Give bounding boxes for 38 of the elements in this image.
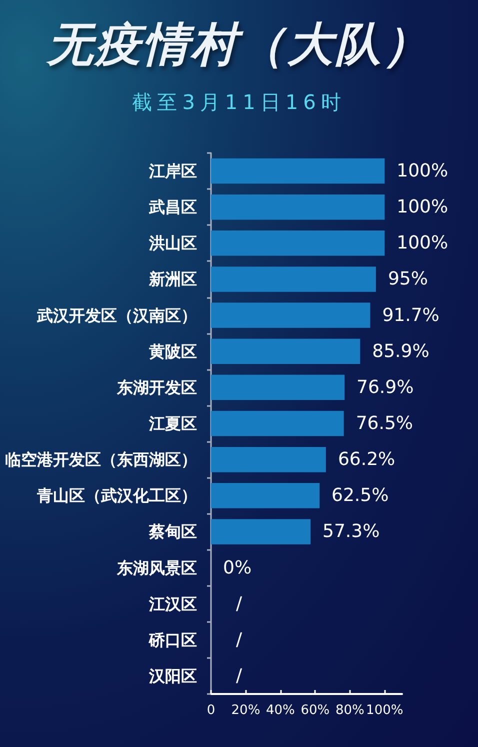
data-label: 100%: [396, 196, 448, 218]
data-label: 66.2%: [338, 449, 396, 470]
x-tick-label: 60%: [300, 703, 330, 718]
data-label: 57.3%: [322, 521, 380, 542]
text: /: [236, 665, 242, 686]
data-label: 100%: [396, 160, 448, 182]
y-tick-label: 江岸区: [148, 162, 197, 181]
y-tick-label: 新洲区: [148, 270, 197, 289]
y-tick-label: 武汉开发区（汉南区）: [36, 306, 197, 325]
chart-subtitle: 截至3月11日16时: [131, 89, 347, 116]
text: /: [236, 593, 242, 614]
y-tick-label: 武昌区: [148, 198, 197, 217]
data-label: 95%: [388, 268, 428, 290]
x-tick-label: 80%: [335, 703, 364, 718]
x-tick-label: 40%: [266, 703, 295, 718]
y-tick-label: 江夏区: [148, 414, 197, 433]
y-tick-label: 青山区（武汉化工区）: [36, 486, 197, 506]
y-tick-label: 硚口区: [148, 630, 197, 650]
data-label: 76.5%: [356, 413, 414, 434]
data-label: 100%: [396, 232, 448, 254]
y-tick-label: 汉阳区: [148, 666, 197, 686]
x-tick-label: 100%: [366, 703, 404, 718]
y-tick-label: 东湖开发区: [116, 378, 197, 397]
y-tick-label: 洪山区: [148, 234, 197, 253]
data-label: 0%: [223, 557, 252, 578]
data-label: 76.9%: [356, 376, 414, 398]
data-label: 62.5%: [332, 485, 389, 506]
text: /: [236, 629, 242, 650]
y-tick-label: 江汉区: [148, 594, 197, 614]
y-tick-label: 蔡甸区: [148, 522, 197, 542]
x-tick-label: 20%: [231, 703, 260, 718]
x-tick-label: 0: [206, 703, 216, 718]
chart-title: 无疫情村（大队）: [45, 16, 432, 73]
y-tick-label: 黄陂区: [148, 342, 197, 361]
y-tick-label: 临空港开发区（东西湖区）: [5, 450, 197, 470]
data-label: 91.7%: [382, 304, 440, 326]
data-label: 85.9%: [372, 340, 430, 362]
y-tick-label: 东湖风景区: [116, 558, 197, 578]
